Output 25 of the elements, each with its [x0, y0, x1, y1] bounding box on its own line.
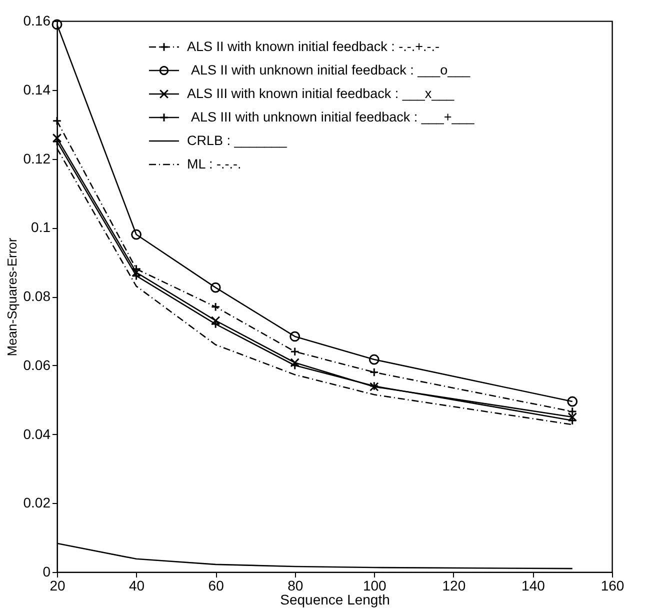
x-tick-label: 120 — [442, 578, 466, 594]
x-tick-label: 160 — [600, 578, 624, 594]
y-tick-label: 0.06 — [23, 356, 51, 373]
y-tick-label: 0.12 — [23, 150, 51, 166]
x-tick-label: 40 — [128, 578, 145, 594]
legend-label: CRLB : _______ — [187, 133, 288, 148]
x-tick-label: 100 — [362, 578, 387, 594]
y-tick-label: 0 — [42, 564, 51, 580]
x-tick-label: 20 — [50, 578, 66, 594]
y-tick-label: 0.08 — [23, 288, 51, 304]
legend-label: ML : -.-.-. — [187, 156, 242, 172]
y-axis-title: Mean-Squares-Error — [4, 237, 20, 356]
y-tick-label: 0.1 — [31, 219, 51, 236]
legend-label: ALS II with unknown initial feedback : ___o___ — [191, 62, 471, 78]
x-axis-title: Sequence Length — [280, 592, 390, 608]
x-tick-label: 140 — [522, 578, 546, 594]
legend-label: ALS III with known initial feedback : ___x___ — [187, 86, 455, 101]
y-tick-label: 0.16 — [23, 12, 51, 28]
y-tick-label: 0.02 — [23, 494, 51, 511]
y-tick-label: 0.14 — [23, 81, 51, 98]
legend-label: ALS III with unknown initial feedback : ___+___ — [191, 110, 475, 124]
x-tick-label: 60 — [208, 578, 224, 594]
x-tick-label: 80 — [288, 578, 304, 594]
legend-label: ALS II with known initial feedback : -.-.+.-.- — [187, 39, 440, 54]
y-tick-label: 0.04 — [23, 426, 51, 442]
